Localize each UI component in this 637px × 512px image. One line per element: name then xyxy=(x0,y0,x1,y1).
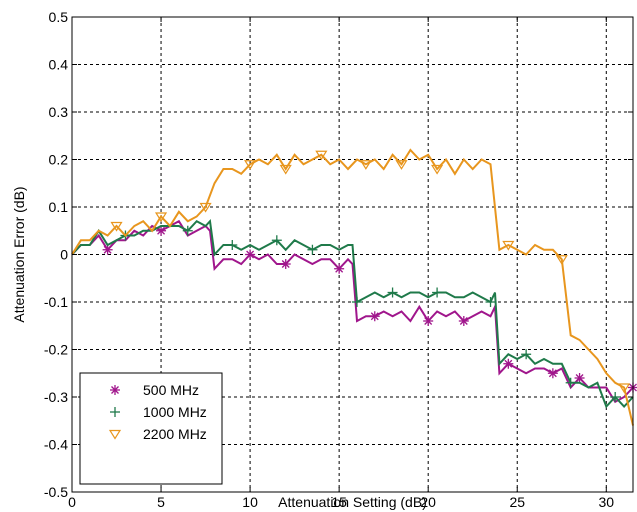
x-tick-label: 20 xyxy=(420,494,436,510)
data-point xyxy=(227,240,238,250)
series-line xyxy=(71,148,634,426)
series-layer xyxy=(71,148,637,426)
marker-stroke xyxy=(548,369,557,378)
marker-stroke xyxy=(154,212,168,223)
data-point xyxy=(387,287,398,298)
y-axis-label: Attenuation Error (dB) xyxy=(11,186,27,322)
data-point xyxy=(351,297,362,307)
legend-box xyxy=(79,372,223,485)
marker-stroke xyxy=(281,260,290,268)
data-point xyxy=(315,150,328,161)
legend: 500 MHz 1000 MHz 2200 MHz xyxy=(79,372,223,485)
grid xyxy=(72,17,633,492)
legend-entry-label: 500 MHz xyxy=(143,382,199,398)
x-tick-label: 10 xyxy=(242,494,258,510)
marker-stroke xyxy=(103,245,112,254)
marker-stroke xyxy=(244,160,257,170)
x-tick-label: 15 xyxy=(331,494,347,510)
data-point xyxy=(334,263,345,274)
series-2200-mhz xyxy=(71,148,634,426)
data-point xyxy=(245,249,256,260)
data-point xyxy=(485,297,496,307)
legend-marker xyxy=(110,385,120,395)
legend-entry-label: 1000 MHz xyxy=(143,404,207,420)
y-tick-label: 0 xyxy=(60,247,68,263)
marker-stroke xyxy=(315,150,328,161)
y-tick-label: 0.4 xyxy=(49,57,69,73)
data-point xyxy=(395,160,408,170)
data-point xyxy=(244,160,257,170)
data-point xyxy=(547,368,558,379)
marker-stroke xyxy=(246,250,255,259)
data-point xyxy=(618,383,631,394)
data-point xyxy=(574,373,585,383)
x-tick-label: 30 xyxy=(598,494,614,510)
y-tick-label: -0.2 xyxy=(44,342,68,358)
marker-stroke xyxy=(502,240,515,251)
data-point xyxy=(154,212,168,223)
data-point xyxy=(279,164,292,175)
data-point xyxy=(110,221,123,232)
marker-stroke xyxy=(431,164,444,175)
marker-stroke xyxy=(359,160,372,170)
marker-stroke xyxy=(279,164,292,175)
x-tick-label: 25 xyxy=(509,494,525,510)
data-point xyxy=(555,255,568,265)
y-tick-label: 0.3 xyxy=(49,104,69,120)
x-tick-label: 5 xyxy=(157,494,165,510)
data-point xyxy=(610,392,621,402)
marker-stroke xyxy=(199,202,212,213)
axis-ticks: 0 5 10 15 20 25 30 -0.5 -0.4 -0.3 -0.2 -0.1 0 0.1 0.2 0… xyxy=(44,9,633,510)
data-point xyxy=(199,202,212,213)
y-tick-label: -0.1 xyxy=(44,294,68,310)
marker-stroke xyxy=(110,221,123,232)
data-point xyxy=(565,377,576,388)
data-point xyxy=(156,225,167,236)
y-tick-label: -0.3 xyxy=(44,389,68,405)
y-tick-label: -0.4 xyxy=(44,437,68,453)
marker-stroke xyxy=(459,317,468,325)
marker-stroke xyxy=(424,317,433,325)
data-point xyxy=(359,160,372,170)
legend-marker xyxy=(108,429,122,440)
marker-stroke xyxy=(157,226,166,235)
y-tick-label: -0.5 xyxy=(44,484,68,500)
data-point xyxy=(307,244,318,255)
y-tick-label: 0.5 xyxy=(49,9,69,25)
data-point xyxy=(432,287,443,298)
data-point xyxy=(502,240,515,251)
marker-stroke xyxy=(335,264,344,273)
marker-stroke xyxy=(370,312,379,321)
data-point xyxy=(458,316,469,326)
y-tick-label: 0.2 xyxy=(49,152,69,168)
marker-stroke xyxy=(111,386,119,394)
marker-stroke xyxy=(395,160,408,170)
marker-stroke xyxy=(575,374,584,382)
data-point xyxy=(102,244,113,255)
legend-entry-label: 2200 MHz xyxy=(143,426,207,442)
data-point xyxy=(280,259,291,269)
data-point xyxy=(503,358,514,369)
data-point xyxy=(431,164,444,175)
data-point xyxy=(423,316,434,326)
legend-marker xyxy=(110,407,120,417)
marker-stroke xyxy=(555,255,568,265)
data-point xyxy=(369,311,380,322)
y-tick-label: 0.1 xyxy=(49,199,69,215)
x-axis-label: Attenuation Setting (dB) xyxy=(278,494,427,510)
marker-stroke xyxy=(618,383,631,394)
data-point xyxy=(521,349,532,360)
data-point xyxy=(182,225,193,236)
data-point xyxy=(271,235,282,246)
marker-stroke xyxy=(108,429,122,440)
marker-stroke xyxy=(504,359,513,368)
x-tick-label: 0 xyxy=(68,494,76,510)
